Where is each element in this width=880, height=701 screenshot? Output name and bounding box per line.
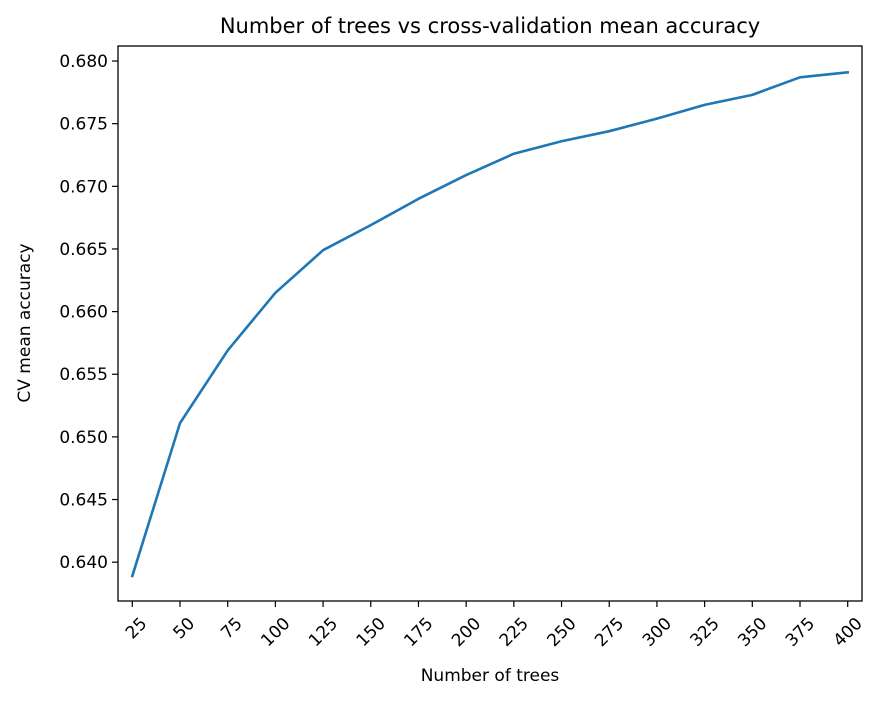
y-tick-label: 0.665 (59, 240, 108, 260)
x-tick-label: 250 (543, 614, 580, 651)
y-tick-label: 0.645 (59, 491, 108, 511)
x-tick-label: 300 (639, 614, 676, 651)
plot-series (130, 70, 850, 578)
y-tick-label: 0.660 (59, 303, 108, 323)
x-tick-label: 125 (305, 614, 342, 651)
y-tick-label: 0.675 (59, 115, 108, 135)
x-tick-label: 25 (122, 614, 151, 643)
x-tick-label: 150 (353, 614, 390, 651)
x-tick-label: 350 (734, 614, 771, 651)
x-tick-label: 400 (830, 614, 867, 651)
series-line (130, 70, 850, 578)
x-tick-label: 275 (591, 614, 628, 651)
y-tick-label: 0.655 (59, 365, 108, 385)
x-axis-label: Number of trees (421, 666, 560, 686)
y-tick-label: 0.650 (59, 428, 108, 448)
y-tick-label: 0.640 (59, 553, 108, 573)
x-tick-label: 175 (400, 614, 437, 651)
y-axis-ticks: 0.640 0.645 0.650 0.655 0.660 0.665 0.670 0.675… (59, 52, 118, 573)
chart-title: Number of trees vs cross-validation mean… (220, 14, 760, 38)
y-tick-label: 0.680 (59, 52, 108, 72)
x-tick-label: 375 (782, 614, 819, 651)
x-tick-label: 325 (687, 614, 724, 651)
y-axis-label: CV mean accuracy (15, 243, 35, 402)
x-tick-label: 225 (496, 614, 533, 651)
x-tick-label: 200 (448, 614, 485, 651)
x-axis-ticks: 25 50 75 100 125 150 175 200 225 250 275 300 325 350 3… (122, 601, 867, 651)
x-tick-label: 100 (257, 614, 294, 651)
y-tick-label: 0.670 (59, 177, 108, 197)
x-tick-label: 50 (170, 614, 199, 643)
x-tick-label: 75 (217, 614, 246, 643)
axes-frame (117, 45, 863, 602)
